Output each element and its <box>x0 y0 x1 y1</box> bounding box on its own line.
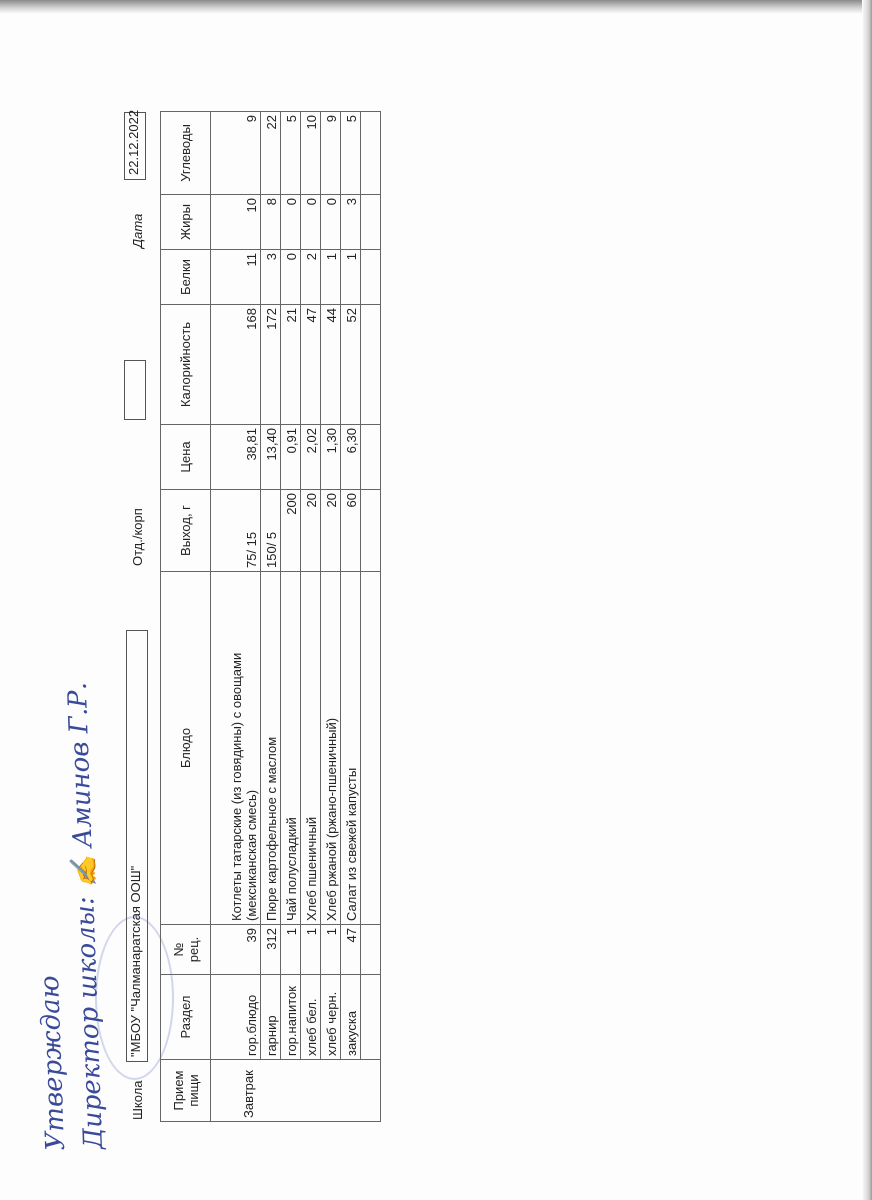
empty-row <box>360 111 381 1122</box>
protein-cell: 1 <box>320 249 341 305</box>
column-header: Жиры <box>160 194 211 250</box>
table-row: Завтрак гор.блюдо 39 Котлеты татарские (из … <box>210 111 381 1122</box>
table-row: хлеб бел. 1 Хлеб пшеничный 20 2,02 47 2 0 10 <box>300 111 321 1122</box>
section-cell: закуска <box>340 974 361 1060</box>
meal-cell: Завтрак <box>210 1059 381 1122</box>
dish-cell: Чай полусладкий <box>280 571 301 925</box>
section-cell: гор.блюдо <box>210 974 261 1060</box>
carbs-cell: 5 <box>280 111 301 195</box>
fat-cell: 3 <box>340 194 361 250</box>
recipe-cell: 312 <box>260 924 281 975</box>
empty-cell <box>360 111 381 195</box>
section-cell: гор.напиток <box>280 974 301 1060</box>
column-header: № рец. <box>160 924 211 975</box>
empty-cell <box>360 249 381 305</box>
scan-edge <box>0 0 872 14</box>
dish-cell: Котлеты татарские (из говядины) с овощам… <box>210 571 261 925</box>
recipe-cell: 39 <box>210 924 261 975</box>
carbs-cell: 22 <box>260 111 281 195</box>
empty-cell <box>360 974 381 1060</box>
table-row: гарнир 312 Пюре картофельное с маслом 150/ … <box>260 111 281 1122</box>
section-cell: хлеб бел. <box>300 974 321 1060</box>
yield-cell: 200 <box>280 489 301 572</box>
column-header: Прием пищи <box>160 1059 211 1122</box>
dish-cell: Пюре картофельное с маслом <box>260 571 281 925</box>
table-row: хлеб черн. 1 Хлеб ржаной (ржано-пшеничный)… <box>320 111 341 1122</box>
fat-cell: 0 <box>300 194 321 250</box>
price-cell: 1,30 <box>320 424 341 490</box>
carbs-cell: 9 <box>210 111 261 195</box>
column-header: Раздел <box>160 974 211 1060</box>
price-cell: 13,40 <box>260 424 281 490</box>
price-cell: 2,02 <box>300 424 321 490</box>
empty-cell <box>360 194 381 250</box>
column-header: Выход, г <box>160 489 211 572</box>
empty-cell <box>360 924 381 975</box>
fat-cell: 10 <box>210 194 261 250</box>
empty-cell <box>360 304 381 425</box>
director-name: Аминов Г.Р. <box>62 681 99 849</box>
fat-cell: 8 <box>260 194 281 250</box>
kcal-cell: 172 <box>260 304 281 425</box>
table-row: закуска 47 Салат из свежей капусты 60 6,30 52… <box>340 111 361 1122</box>
column-header: Белки <box>160 249 211 305</box>
column-header: Углеводы <box>160 111 211 195</box>
price-cell: 6,30 <box>340 424 361 490</box>
yield-cell: 75/ 15 <box>210 489 261 572</box>
empty-cell <box>360 489 381 572</box>
dish-cell: Хлеб пшеничный <box>300 571 321 925</box>
fat-cell: 0 <box>320 194 341 250</box>
kcal-cell: 47 <box>300 304 321 425</box>
column-header: Блюдо <box>160 571 211 925</box>
protein-cell: 1 <box>340 249 361 305</box>
protein-cell: 3 <box>260 249 281 305</box>
table-row: гор.напиток 1 Чай полусладкий 200 0,91 21 0 0 5 <box>280 111 301 1122</box>
carbs-cell: 5 <box>340 111 361 195</box>
date-field: 22.12.2022 <box>124 110 146 180</box>
empty-cell <box>360 424 381 490</box>
column-header: Цена <box>160 424 211 490</box>
school-label: Школа <box>130 1080 145 1120</box>
carbs-cell: 9 <box>320 111 341 195</box>
menu-table: Прием пищи Раздел № рец. Блюдо Выход, г Цена К… <box>160 111 381 1122</box>
scan-edge <box>862 0 872 1200</box>
recipe-cell: 1 <box>320 924 341 975</box>
protein-cell: 0 <box>280 249 301 305</box>
kcal-cell: 52 <box>340 304 361 425</box>
approval-line: Директор школы: <box>70 895 110 1150</box>
section-cell: хлеб черн. <box>320 974 341 1060</box>
yield-cell: 20 <box>300 489 321 572</box>
column-header: Калорийность <box>160 304 211 425</box>
kcal-cell: 168 <box>210 304 261 425</box>
price-cell: 38,81 <box>210 424 261 490</box>
kcal-cell: 21 <box>280 304 301 425</box>
protein-cell: 2 <box>300 249 321 305</box>
recipe-cell: 1 <box>280 924 301 975</box>
yield-cell: 20 <box>320 489 341 572</box>
yield-cell: 150/ 5 <box>260 489 281 572</box>
dept-label: Отд./корп <box>130 508 145 566</box>
dept-field <box>124 360 146 420</box>
dish-cell: Хлеб ржаной (ржано-пшеничный) <box>320 571 341 925</box>
approval-signature: Утверждаю Директор школы: ✍ Аминов Г.Р. <box>19 629 113 1151</box>
school-field: "МБОУ "Чалманаратская ООШ" <box>126 630 148 1062</box>
yield-cell: 60 <box>340 489 361 572</box>
empty-cell <box>360 571 381 925</box>
protein-cell: 11 <box>210 249 261 305</box>
recipe-cell: 1 <box>300 924 321 975</box>
carbs-cell: 10 <box>300 111 321 195</box>
recipe-cell: 47 <box>340 924 361 975</box>
date-label: Дата <box>130 213 145 248</box>
fat-cell: 0 <box>280 194 301 250</box>
price-cell: 0,91 <box>280 424 301 490</box>
dish-cell: Салат из свежей капусты <box>340 571 361 925</box>
kcal-cell: 44 <box>320 304 341 425</box>
section-cell: гарнир <box>260 974 281 1060</box>
